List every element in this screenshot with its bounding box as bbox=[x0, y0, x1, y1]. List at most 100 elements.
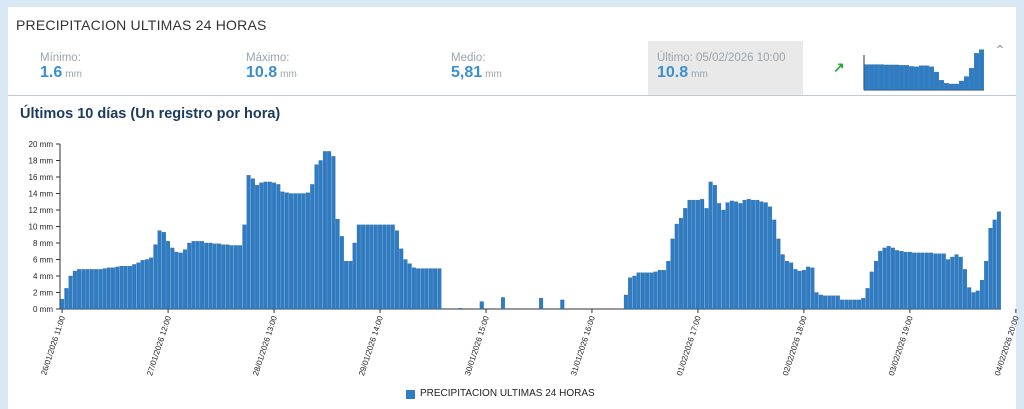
sparkline-bar bbox=[879, 64, 884, 91]
chart-bar bbox=[937, 253, 942, 310]
sparkline-bar bbox=[969, 68, 974, 91]
sparkline-bar bbox=[894, 64, 899, 91]
chart-bar bbox=[823, 295, 828, 310]
chart-bar bbox=[293, 193, 298, 310]
chart-bar bbox=[212, 243, 217, 310]
sparkline-bar bbox=[944, 83, 949, 91]
sparkline-bar bbox=[974, 53, 979, 91]
chart-bar bbox=[119, 265, 124, 310]
chart-bar bbox=[759, 201, 764, 310]
chart-bar bbox=[106, 267, 111, 310]
chart-bar bbox=[246, 175, 251, 310]
chart-bar bbox=[946, 259, 950, 310]
chart-bar bbox=[797, 270, 802, 310]
chart-bar bbox=[183, 249, 188, 310]
chart-bar bbox=[628, 277, 633, 310]
chart-bar bbox=[738, 203, 743, 310]
chart-bar bbox=[784, 260, 789, 310]
y-tick-label: 2 mm bbox=[33, 289, 53, 298]
stat-last-unit: mm bbox=[691, 69, 708, 80]
chart-bar bbox=[920, 252, 925, 310]
stat-avg-label: Medio: bbox=[451, 52, 486, 64]
stat-last-value: 10.8 bbox=[657, 64, 689, 81]
chart-bar bbox=[111, 267, 115, 310]
chart-bar bbox=[331, 156, 336, 310]
chart-bar bbox=[233, 245, 238, 310]
chart-bar bbox=[857, 299, 861, 310]
chart-bar bbox=[166, 241, 171, 310]
chart-bar bbox=[674, 223, 679, 310]
chart-bar bbox=[789, 262, 794, 310]
chart-bar bbox=[72, 270, 77, 310]
chart-bar bbox=[657, 270, 662, 310]
chart-bar bbox=[191, 241, 196, 310]
chart-bar bbox=[848, 299, 853, 310]
chart-bar bbox=[272, 182, 277, 310]
legend-swatch bbox=[406, 390, 415, 399]
chart-bar bbox=[280, 191, 285, 310]
y-tick-label: 8 mm bbox=[33, 239, 53, 248]
chart-bar bbox=[289, 193, 293, 310]
chart-bar bbox=[250, 178, 255, 310]
chart-bar bbox=[335, 218, 340, 310]
chart-bar bbox=[187, 242, 192, 310]
stat-last-label: Último: 05/02/2026 10:00 bbox=[657, 52, 786, 64]
chart-bar bbox=[818, 294, 823, 310]
chart-bar bbox=[89, 269, 94, 310]
sparkline-bar bbox=[929, 66, 934, 91]
y-tick-label: 12 mm bbox=[29, 206, 54, 215]
chart-bar bbox=[216, 243, 221, 310]
chart-bar bbox=[967, 287, 972, 310]
chart-bar bbox=[941, 253, 946, 310]
chart-bar bbox=[793, 269, 798, 310]
chart-bar bbox=[746, 199, 751, 310]
chart-bar bbox=[98, 269, 103, 310]
chart-bar bbox=[411, 267, 416, 310]
chart-bar bbox=[539, 298, 544, 310]
chart-bar bbox=[68, 275, 73, 310]
chart-bar bbox=[60, 298, 65, 310]
sparkline-bar bbox=[954, 83, 959, 91]
stat-min: Mínimo: 1.6 mm bbox=[40, 52, 82, 82]
divider bbox=[8, 95, 1016, 96]
chart-bar bbox=[873, 260, 878, 310]
x-tick-label: 02/02/2026 18:00 bbox=[781, 314, 809, 377]
chart-bar bbox=[259, 182, 264, 310]
chart-bar bbox=[390, 224, 395, 310]
chart-bar bbox=[636, 272, 641, 310]
chart-bar bbox=[123, 265, 128, 310]
chart-bar bbox=[407, 263, 412, 310]
chart-title: Últimos 10 días (Un registro por hora) bbox=[20, 106, 281, 122]
chart-bar bbox=[954, 254, 959, 310]
stat-avg-unit: mm bbox=[485, 69, 502, 80]
chart-bar bbox=[560, 299, 565, 310]
stat-min-unit: mm bbox=[65, 69, 82, 80]
chart-bar bbox=[301, 193, 306, 310]
chevron-up-icon[interactable]: ⌃ bbox=[994, 42, 1006, 58]
chart-bar bbox=[852, 299, 857, 310]
chart-bar bbox=[94, 269, 98, 310]
chart-bar bbox=[801, 270, 806, 310]
chart-bar bbox=[882, 247, 887, 310]
y-tick-label: 16 mm bbox=[29, 173, 54, 182]
chart-bar bbox=[149, 257, 154, 310]
chart-bar bbox=[844, 299, 849, 310]
chart-bar bbox=[369, 224, 374, 310]
chart-bar bbox=[827, 295, 832, 310]
chart-bar bbox=[479, 301, 484, 310]
panel-header: PRECIPITACION ULTIMAS 24 HORAS bbox=[8, 7, 986, 40]
sparkline-bar bbox=[949, 83, 954, 91]
chart-bar bbox=[102, 268, 107, 310]
chart-bar bbox=[683, 208, 688, 310]
chart-bar bbox=[768, 206, 772, 310]
chart-bar bbox=[865, 288, 870, 310]
chart-bar bbox=[297, 193, 302, 310]
chart-bar bbox=[649, 272, 654, 310]
chart-bar bbox=[666, 260, 671, 310]
sparkline-bar bbox=[919, 65, 924, 91]
chart-bar bbox=[348, 260, 353, 310]
y-tick-label: 14 mm bbox=[29, 190, 54, 199]
chart-bar bbox=[924, 252, 929, 310]
x-tick-label: 03/02/2026 19:00 bbox=[887, 314, 915, 377]
y-tick-label: 10 mm bbox=[29, 223, 54, 232]
